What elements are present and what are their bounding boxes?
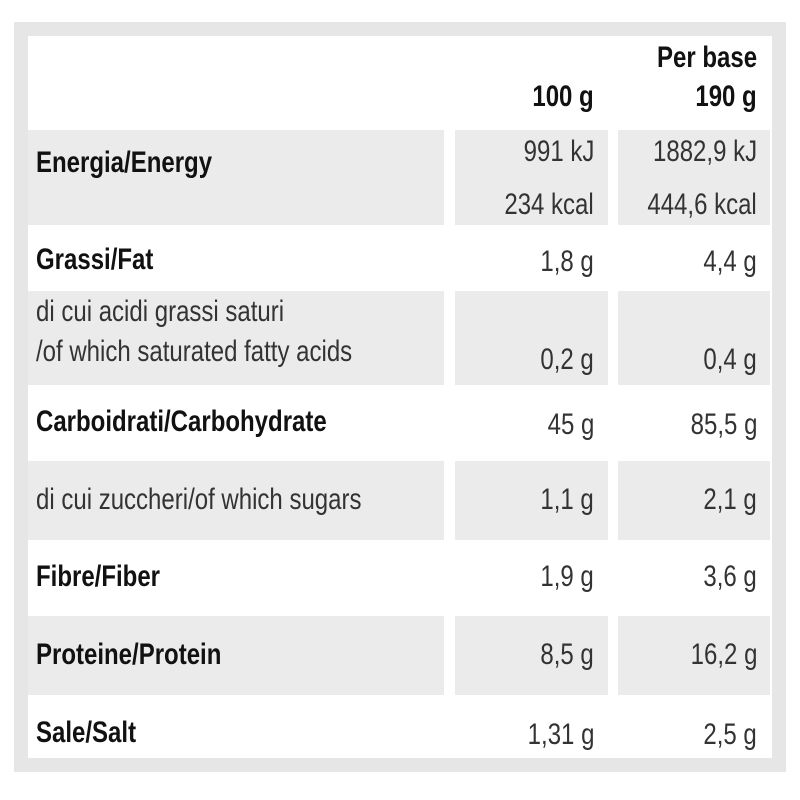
row-background [455,130,608,225]
row-background [28,461,444,540]
row-background [455,461,608,540]
row-label: Grassi/Fat [36,243,154,276]
value-per-base: 2,1 g [703,483,757,516]
value-100g: 0,2 g [540,343,594,376]
row-label: Sale/Salt [36,716,137,749]
value-100g: 1,8 g [540,245,594,278]
value-per-base: 444,6 kcal [647,188,757,221]
value-100g: 234 kcal [504,188,594,221]
row-label: /of which saturated fatty acids [36,335,353,368]
row-background [455,616,608,695]
header-col2-line: Per base [656,41,757,74]
value-per-base: 4,4 g [703,245,757,278]
row-label: Energia/Energy [36,146,213,179]
row-background [618,461,770,540]
row-background [618,130,770,225]
row-background [28,291,444,385]
row-label: di cui zuccheri/of which sugars [36,483,362,516]
row-label: Carboidrati/Carbohydrate [36,405,327,438]
value-per-base: 3,6 g [703,560,757,593]
value-per-base: 16,2 g [690,638,757,671]
value-100g: 1,1 g [540,483,594,516]
row-background [28,130,444,225]
row-background [618,291,770,385]
value-100g: 8,5 g [540,638,594,671]
value-100g: 1,31 g [527,718,594,751]
row-background [455,291,608,385]
value-per-base: 2,5 g [703,718,757,751]
row-background [618,616,770,695]
value-100g: 1,9 g [540,560,594,593]
value-100g: 45 g [547,408,594,441]
value-per-base: 0,4 g [703,343,757,376]
row-background [28,616,444,695]
row-label: Proteine/Protein [36,638,222,671]
row-label: di cui acidi grassi saturi [36,295,285,328]
value-per-base: 1882,9 kJ [652,135,757,168]
row-label: Fibre/Fiber [36,560,161,593]
value-per-base: 85,5 g [690,408,757,441]
value-100g: 991 kJ [523,135,594,168]
header-col1: 100 g [532,80,594,113]
header-col2-line: 190 g [695,80,757,113]
